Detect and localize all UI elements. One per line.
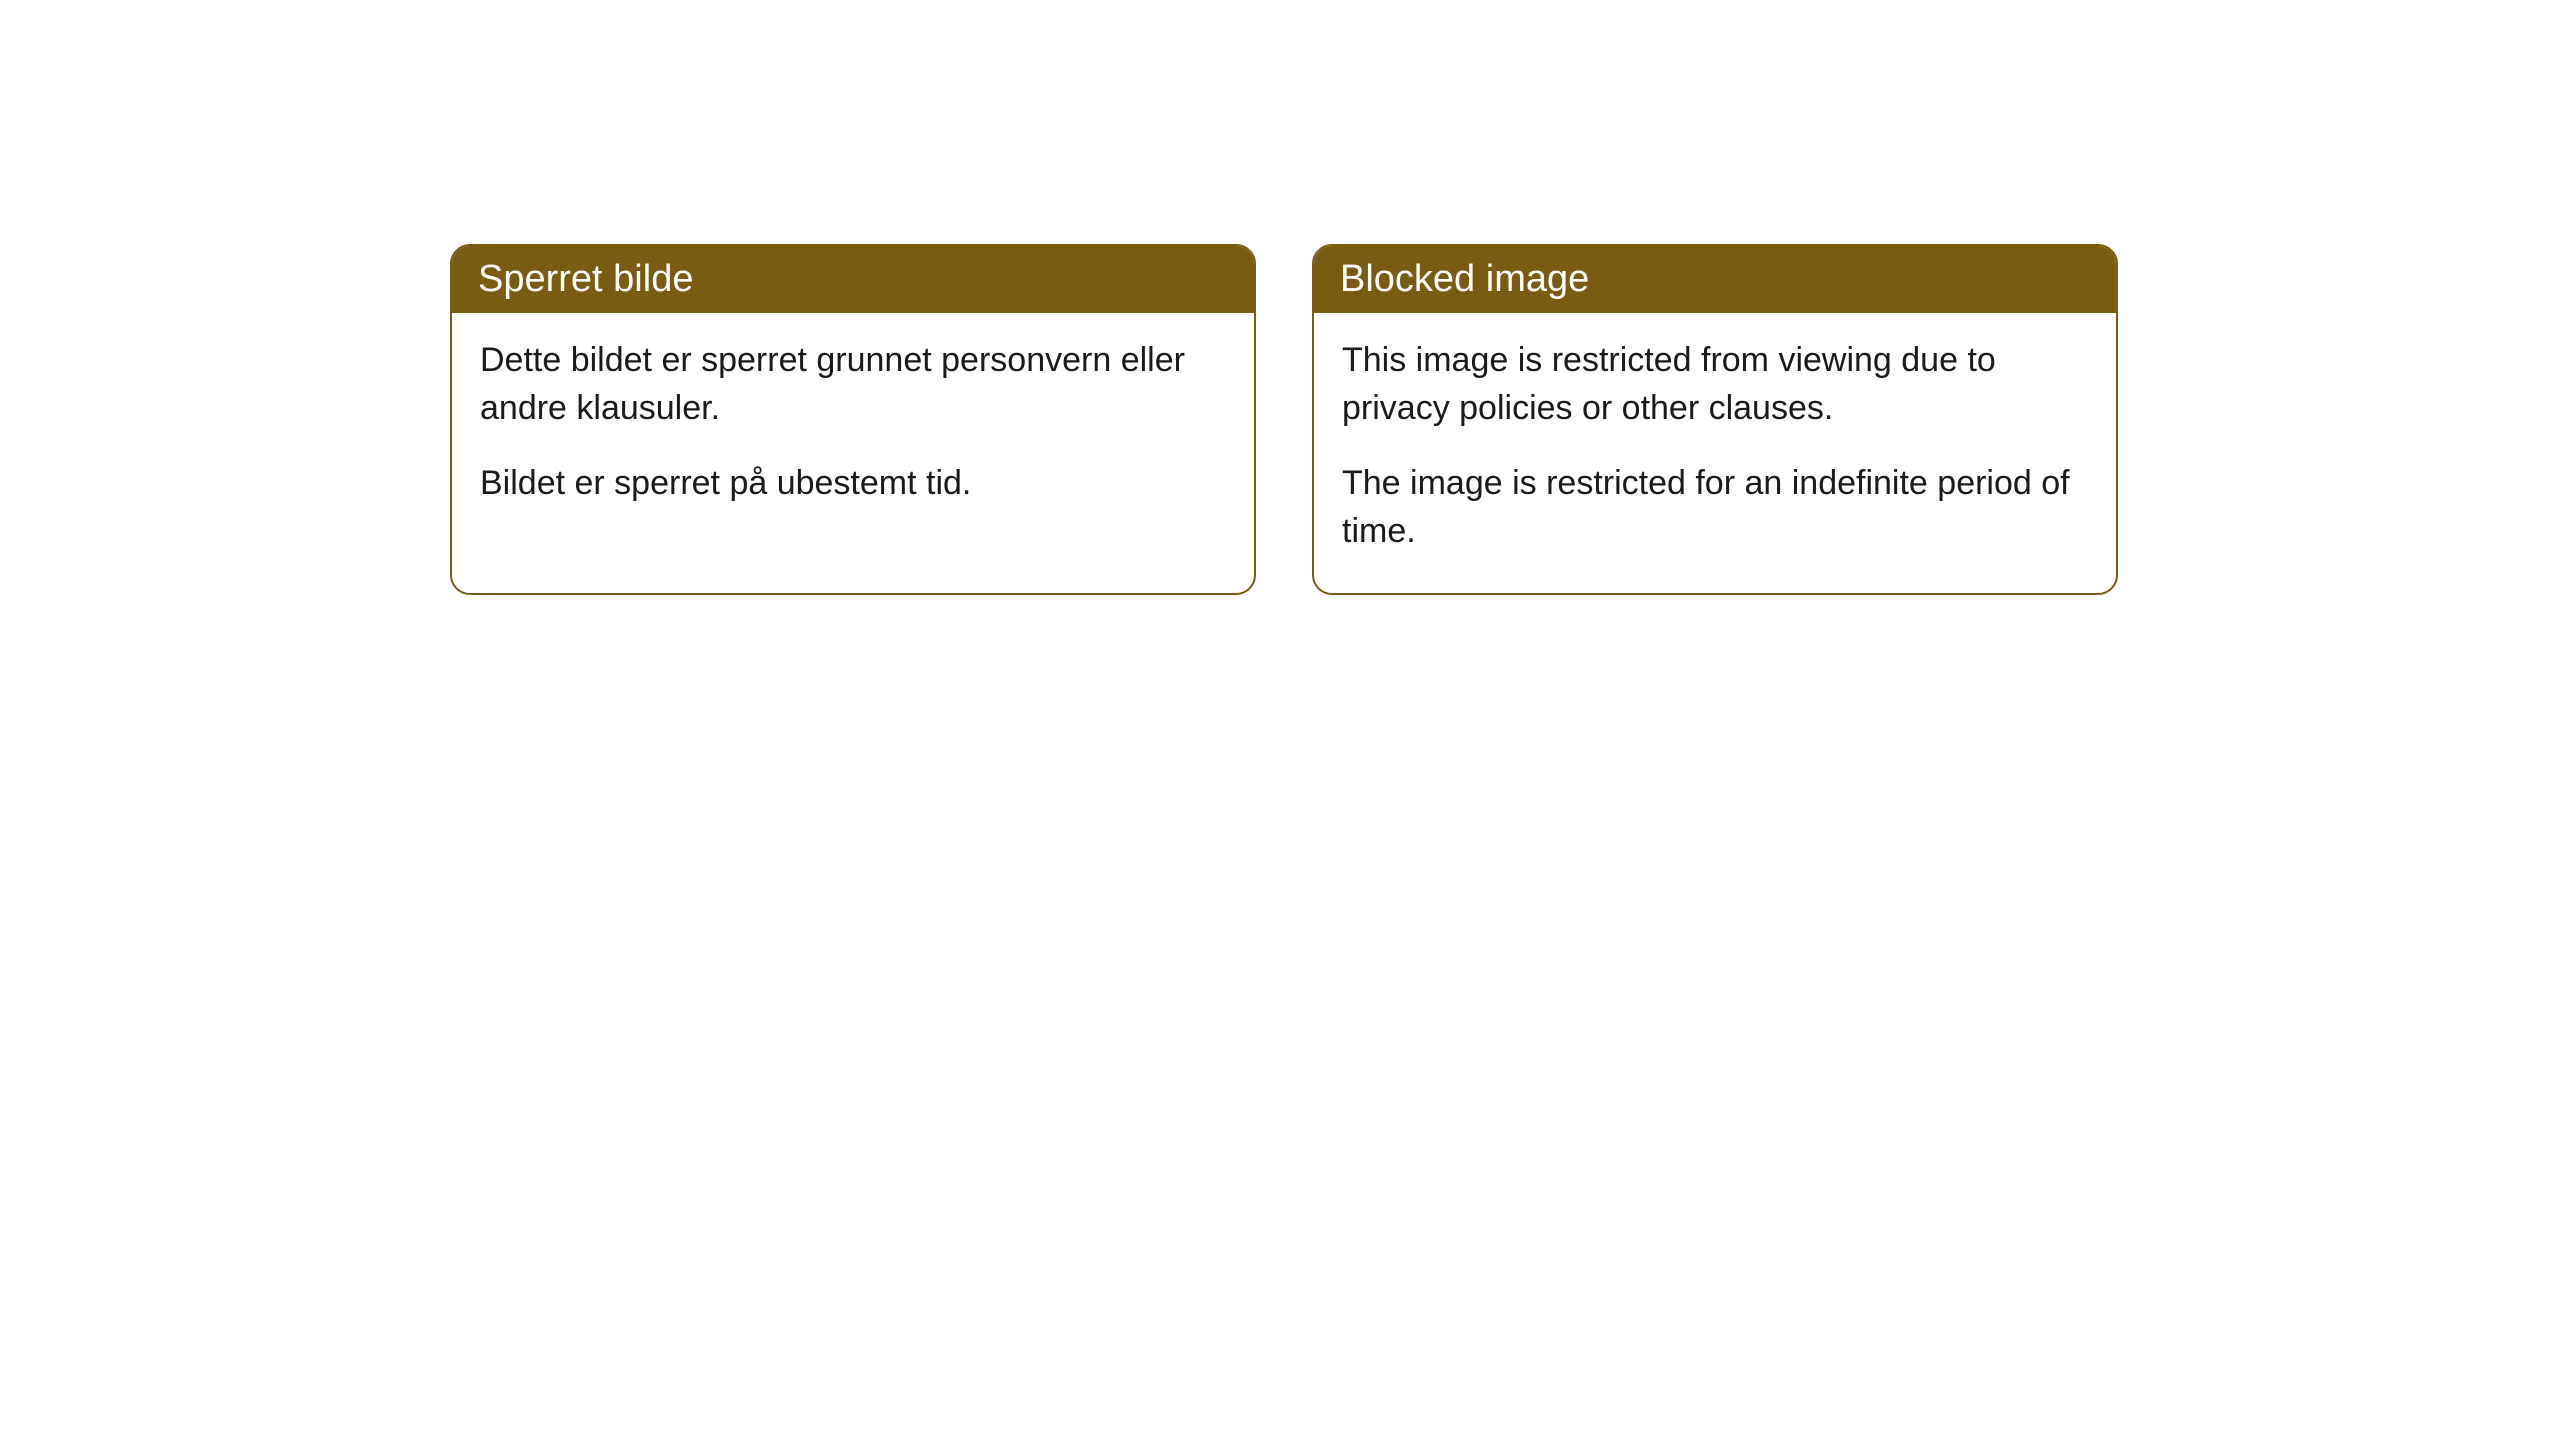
- card-body-norwegian: Dette bildet er sperret grunnet personve…: [452, 313, 1254, 546]
- card-paragraph-2: The image is restricted for an indefinit…: [1342, 460, 2088, 555]
- card-title: Sperret bilde: [478, 258, 693, 300]
- card-paragraph-1: Dette bildet er sperret grunnet personve…: [480, 337, 1226, 432]
- card-paragraph-2: Bildet er sperret på ubestemt tid.: [480, 460, 1226, 508]
- card-body-english: This image is restricted from viewing du…: [1314, 313, 2116, 593]
- card-paragraph-1: This image is restricted from viewing du…: [1342, 337, 2088, 432]
- notice-container: Sperret bilde Dette bildet er sperret gr…: [0, 0, 2560, 595]
- card-header-english: Blocked image: [1314, 246, 2116, 313]
- card-title: Blocked image: [1340, 258, 1589, 300]
- blocked-image-card-norwegian: Sperret bilde Dette bildet er sperret gr…: [450, 244, 1256, 595]
- blocked-image-card-english: Blocked image This image is restricted f…: [1312, 244, 2118, 595]
- card-header-norwegian: Sperret bilde: [452, 246, 1254, 313]
